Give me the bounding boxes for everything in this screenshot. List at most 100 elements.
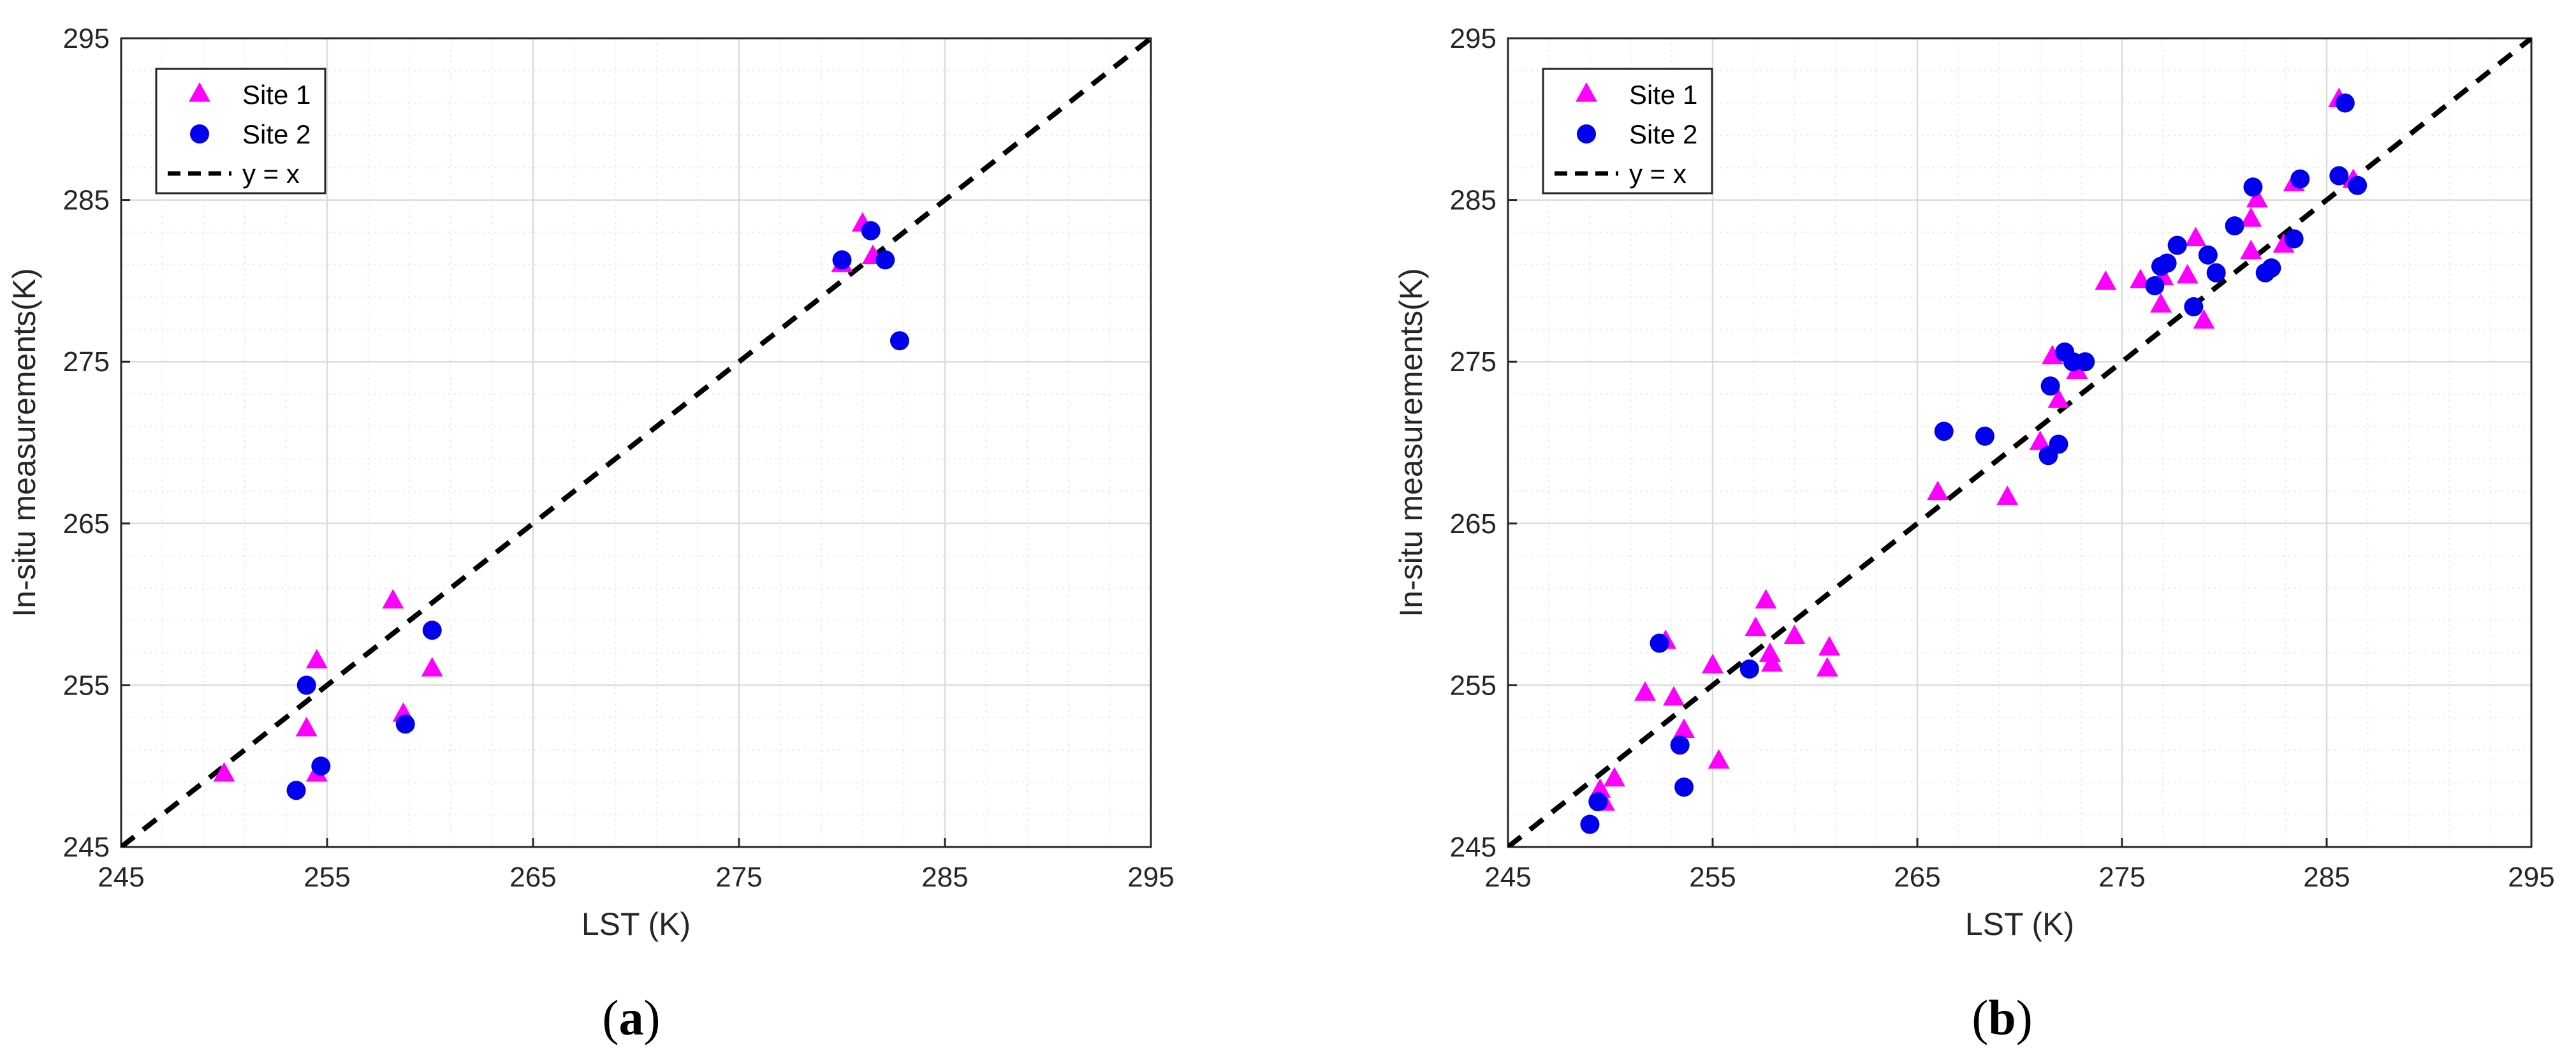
site2-point: [1975, 426, 1994, 446]
site2-point: [889, 331, 909, 351]
site1-point: [1759, 642, 1781, 662]
site1-point: [2184, 226, 2207, 247]
panel-letter: a: [619, 990, 644, 1045]
site2-point: [2157, 253, 2177, 273]
site2-point: [2184, 297, 2204, 316]
x-tick-label: 275: [2098, 862, 2145, 893]
x-tick-label: 265: [1894, 862, 1940, 893]
x-tick-label: 245: [1484, 862, 1531, 893]
site1-point: [2176, 263, 2199, 284]
legend-triangle-marker: [189, 82, 210, 102]
legend-circle-marker: [1577, 124, 1596, 144]
identity-line: [121, 38, 1151, 847]
x-tick-label: 295: [1127, 862, 1174, 893]
site1-point: [421, 657, 443, 677]
site2-point: [875, 250, 895, 270]
site2-point: [1588, 791, 1608, 811]
site1-point: [2041, 344, 2063, 365]
panel-paren: ): [2016, 990, 2033, 1045]
y-tick-label: 285: [1450, 185, 1497, 216]
y-tick-label: 275: [1450, 346, 1497, 378]
site1-point: [2029, 431, 2051, 450]
site1-point: [1708, 749, 1730, 769]
legend-label: Site 1: [1629, 80, 1697, 110]
site2-point: [2049, 434, 2068, 454]
x-tick-label: 255: [1689, 862, 1736, 893]
site2-point: [2262, 258, 2281, 278]
axes-box: [1507, 37, 2533, 848]
site1-point: [1634, 681, 1657, 701]
y-tick-label: 265: [63, 508, 110, 540]
panel-paren: (: [603, 990, 619, 1045]
site1-point: [213, 762, 235, 782]
site2-point: [2329, 166, 2349, 186]
site1-point: [1745, 616, 1767, 637]
site1-point: [1755, 589, 1777, 609]
y-tick-label: 285: [63, 185, 110, 216]
site2-point: [1670, 735, 1690, 755]
y-tick-label: 255: [1450, 670, 1497, 701]
site1-point: [2240, 239, 2262, 260]
site2-point: [861, 221, 881, 240]
x-tick-label: 285: [2303, 862, 2350, 893]
panel-paren: (: [1972, 990, 1988, 1045]
site1-point: [305, 649, 328, 668]
panel-label: (a): [603, 990, 661, 1045]
legend-box: [155, 68, 326, 195]
site1-point: [1816, 657, 1838, 677]
panel-letter: b: [1988, 990, 2016, 1045]
site2-point: [286, 781, 306, 800]
site2-point: [2290, 169, 2310, 189]
site2-point: [1580, 814, 1600, 834]
x-tick-label: 285: [921, 862, 968, 893]
site2-point: [2348, 175, 2367, 195]
x-tick-label: 275: [715, 862, 762, 893]
legend-label: Site 2: [1629, 119, 1697, 149]
site1-point: [1783, 624, 1806, 644]
site1-point: [2240, 207, 2262, 227]
site2-point: [1674, 777, 1694, 797]
y-tick-label: 265: [1450, 508, 1497, 540]
site1-point: [2149, 293, 2172, 313]
site2-point: [296, 675, 316, 695]
legend-triangle-marker: [1576, 82, 1597, 102]
site1-point: [2193, 309, 2215, 329]
x-axis-title: LST (K): [1965, 906, 2074, 942]
site1-point: [2246, 188, 2268, 208]
legend-label: y = x: [242, 159, 300, 189]
site1-point: [1603, 767, 1625, 787]
y-tick-label: 295: [1450, 23, 1497, 54]
legend-label: Site 2: [242, 119, 311, 149]
site1-point: [1927, 480, 1949, 501]
site2-point: [1934, 422, 1954, 441]
site2-point: [832, 250, 852, 270]
identity-line: [1508, 38, 2531, 847]
site2-point: [2206, 263, 2226, 283]
site1-point: [1996, 485, 2019, 505]
site2-point: [2335, 93, 2355, 113]
site1-point: [295, 716, 318, 737]
x-tick-label: 295: [2508, 862, 2554, 893]
site1-point: [1761, 652, 1783, 672]
legend-label: Site 1: [242, 80, 311, 110]
legend-circle-marker: [190, 124, 209, 144]
site2-point: [2225, 216, 2244, 236]
site1-point: [1663, 686, 1685, 706]
axes-box: [120, 37, 1152, 848]
site2-point: [2040, 376, 2060, 396]
x-axis-title: LST (K): [582, 906, 691, 942]
panel-label: (b): [1972, 990, 2032, 1045]
site2-point: [1739, 659, 1759, 679]
site2-point: [2243, 177, 2263, 197]
site1-point: [2272, 233, 2295, 253]
site1-point: [382, 589, 404, 609]
y-tick-label: 275: [63, 346, 110, 378]
site2-point: [2284, 229, 2304, 249]
site2-point: [395, 714, 415, 734]
legend-label: y = x: [1629, 159, 1687, 189]
site1-point: [2047, 388, 2070, 408]
y-tick-label: 245: [1450, 832, 1497, 863]
y-tick-label: 255: [63, 670, 110, 701]
